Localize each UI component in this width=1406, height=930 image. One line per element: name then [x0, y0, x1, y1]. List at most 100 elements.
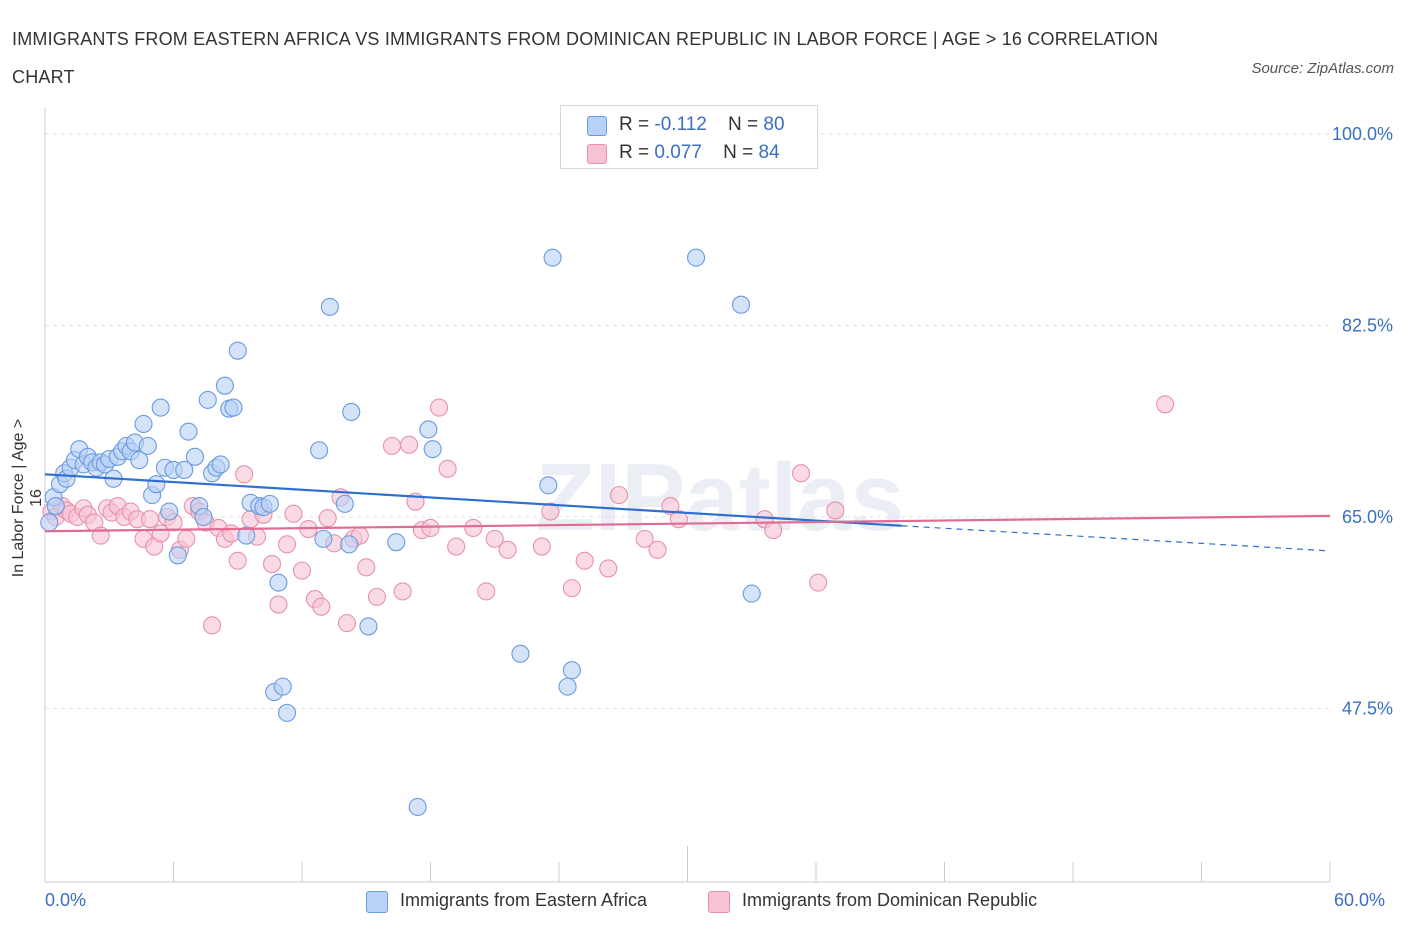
trend-line-eastern-africa — [44, 473, 902, 527]
grid-lines — [45, 133, 1330, 709]
point-dominican-republic-44 — [318, 509, 337, 528]
point-eastern-africa-52 — [273, 677, 292, 696]
r-label: R = — [619, 142, 650, 163]
r-value-series2: 0.077 — [654, 142, 702, 163]
point-eastern-africa-63 — [419, 420, 438, 439]
legend-swatch-pink — [708, 891, 730, 913]
point-dominican-republic-39 — [284, 504, 303, 523]
point-dominican-republic-40 — [292, 561, 312, 580]
point-dominican-republic-73 — [661, 497, 680, 516]
y-tick-label-3: 100.0% — [1332, 124, 1393, 144]
r-label: R = — [619, 114, 650, 135]
point-dominican-republic-71 — [635, 529, 654, 548]
point-dominican-republic-64 — [498, 540, 517, 559]
point-eastern-africa-51 — [269, 573, 288, 592]
point-eastern-africa-62 — [408, 797, 427, 817]
point-dominican-republic-54 — [400, 435, 419, 454]
point-dominican-republic-69 — [599, 559, 618, 578]
point-eastern-africa-54 — [310, 441, 329, 460]
point-dominican-republic-70 — [609, 486, 629, 505]
point-dominican-republic-77 — [791, 464, 811, 483]
point-dominican-republic-62 — [477, 582, 496, 601]
point-dominican-republic-43 — [312, 597, 331, 616]
source-label: Source: ZipAtlas.com — [1251, 60, 1394, 77]
point-eastern-africa-24 — [138, 436, 157, 455]
chart-title: IMMIGRANTS FROM EASTERN AFRICA VS IMMIGR… — [12, 29, 1159, 87]
y-tick-label-1: 65.0% — [1342, 507, 1393, 527]
point-eastern-africa-41 — [215, 376, 234, 395]
r-value-series1: -0.112 — [654, 114, 707, 135]
point-dominican-republic-37 — [269, 595, 288, 614]
point-dominican-republic-66 — [541, 502, 560, 521]
n-value-series2: 84 — [758, 142, 780, 163]
point-dominican-republic-78 — [809, 573, 828, 592]
point-dominican-republic-31 — [228, 551, 247, 570]
point-eastern-africa-36 — [194, 507, 213, 527]
point-eastern-africa-60 — [359, 617, 378, 636]
point-eastern-africa-32 — [175, 460, 194, 479]
point-eastern-africa-49 — [260, 494, 279, 513]
y-tick-label-0: 47.5% — [1342, 699, 1393, 719]
trend-line-dominican-republic — [44, 514, 1331, 533]
point-eastern-africa-59 — [342, 402, 361, 421]
point-dominican-republic-32 — [235, 465, 254, 484]
n-label: N = — [727, 114, 759, 135]
legend-swatch-blue — [587, 116, 607, 136]
point-dominican-republic-59 — [438, 459, 457, 478]
point-eastern-africa-53 — [277, 703, 297, 722]
point-eastern-africa-55 — [314, 529, 333, 548]
point-dominican-republic-72 — [648, 540, 667, 559]
point-eastern-africa-72 — [742, 584, 761, 603]
point-dominican-republic-51 — [367, 587, 387, 606]
x-tick-label-max: 60.0% — [1334, 890, 1386, 910]
legend-label-eastern-africa: Immigrants from Eastern Africa — [400, 890, 648, 910]
point-eastern-africa-26 — [147, 475, 166, 494]
point-dominican-republic-60 — [447, 537, 466, 556]
point-eastern-africa-33 — [179, 422, 198, 441]
point-eastern-africa-37 — [198, 390, 217, 409]
point-eastern-africa-65 — [511, 644, 530, 663]
point-dominican-republic-65 — [532, 537, 551, 556]
point-eastern-africa-69 — [562, 661, 581, 680]
point-dominican-republic-76 — [764, 521, 783, 540]
stats-legend: R = -0.112 N = 80 R = 0.077 N = 84 — [560, 105, 818, 169]
point-eastern-africa-70 — [687, 248, 706, 267]
point-dominican-republic-30 — [222, 524, 241, 543]
watermark: ZIPatlas — [536, 444, 904, 551]
point-eastern-africa-66 — [539, 476, 558, 495]
point-dominican-republic-63 — [485, 529, 504, 548]
y-tick-label-2: 82.5% — [1342, 316, 1393, 336]
point-dominican-republic-38 — [277, 535, 297, 554]
point-dominican-republic-58 — [430, 398, 449, 417]
legend-swatch-pink — [587, 144, 607, 164]
point-dominican-republic-52 — [382, 436, 402, 455]
point-dominican-republic-47 — [337, 614, 357, 633]
point-eastern-africa-56 — [320, 297, 339, 316]
point-dominican-republic-67 — [562, 579, 581, 598]
point-eastern-africa-2 — [46, 497, 65, 516]
point-dominican-republic-80 — [1156, 395, 1175, 414]
point-dominican-republic-57 — [421, 518, 440, 537]
point-eastern-africa-43 — [224, 398, 243, 417]
point-eastern-africa-67 — [543, 248, 562, 267]
trend-line-eastern-africa-extension — [901, 525, 1331, 552]
point-dominican-republic-23 — [177, 529, 196, 548]
point-eastern-africa-68 — [558, 677, 577, 696]
point-dominican-republic-27 — [203, 616, 222, 635]
point-dominican-republic-50 — [357, 558, 376, 577]
point-eastern-africa-71 — [731, 295, 751, 314]
x-tick-label-min: 0.0% — [45, 890, 87, 910]
point-dominican-republic-17 — [140, 510, 159, 529]
point-dominican-republic-36 — [262, 555, 282, 574]
legend-swatch-blue — [366, 891, 388, 913]
point-eastern-africa-44 — [228, 341, 247, 360]
point-eastern-africa-27 — [151, 398, 170, 417]
point-dominican-republic-61 — [464, 518, 483, 537]
point-dominican-republic-53 — [393, 582, 412, 601]
point-eastern-africa-23 — [134, 414, 153, 434]
point-eastern-africa-58 — [340, 535, 359, 554]
point-eastern-africa-57 — [335, 494, 354, 513]
point-eastern-africa-40 — [211, 455, 230, 474]
n-value-series1: 80 — [763, 114, 785, 135]
